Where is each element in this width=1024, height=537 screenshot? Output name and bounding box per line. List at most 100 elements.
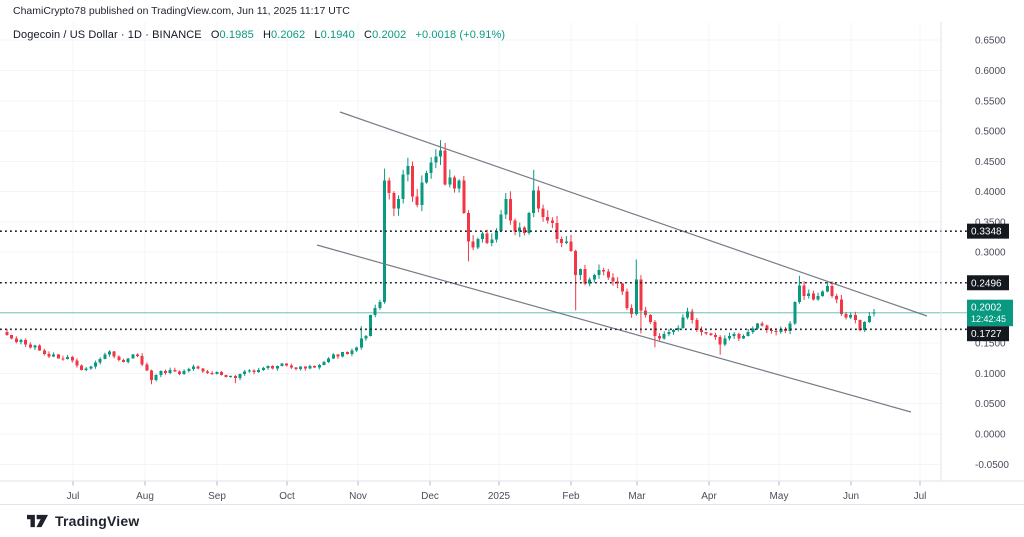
price-level-badge-value: 0.1727 (971, 329, 1002, 340)
candle-down (625, 291, 629, 308)
candle-down (513, 220, 517, 232)
candle-down (411, 166, 415, 197)
candle-down (835, 295, 839, 300)
candle-up (816, 295, 820, 300)
candle-down (583, 269, 587, 284)
candle-up (373, 307, 377, 316)
candle-up (807, 293, 811, 296)
candle-down (219, 372, 223, 376)
candle-down (774, 330, 778, 333)
candle-down (630, 307, 634, 315)
candle-down (466, 212, 470, 242)
candle-down (602, 269, 606, 272)
candle-up (103, 354, 107, 359)
candle-up (672, 329, 676, 333)
time-axis-label: Aug (136, 491, 154, 502)
candle-down (508, 198, 512, 221)
candle-up (215, 372, 219, 375)
price-tick-label: 0.3500 (975, 217, 1006, 228)
candle-down (80, 365, 84, 370)
candle-down (150, 370, 153, 381)
candle-down (173, 369, 177, 372)
price-tick-label: 0.4000 (975, 187, 1006, 198)
candle-down (271, 366, 275, 369)
ohlc-low: L0.1940 (314, 29, 354, 41)
price-tick-label: 0.5500 (975, 96, 1006, 107)
candle-down (606, 271, 610, 278)
candle-up (52, 354, 56, 357)
candle-up (420, 182, 424, 205)
candle-up (457, 180, 461, 189)
candle-up (94, 362, 98, 367)
candle-up (108, 351, 112, 355)
candle-down (541, 208, 545, 218)
tradingview-logo-icon[interactable] (27, 514, 48, 528)
candle-down (313, 366, 317, 368)
time-axis-label: Sep (208, 491, 226, 502)
candle-up (243, 371, 247, 375)
candle-down (536, 190, 540, 209)
candle-up (634, 279, 638, 315)
candle-down (620, 283, 624, 292)
chart-plot-area[interactable] (0, 22, 941, 481)
candle-down (303, 366, 307, 369)
candle-down (233, 375, 237, 379)
candle-down (700, 329, 704, 333)
candle-up (238, 374, 242, 379)
candle-down (555, 223, 559, 239)
candle-down (5, 332, 9, 336)
candle-up (257, 369, 261, 373)
candle-up (331, 354, 335, 359)
candle-up (126, 358, 130, 362)
candle-up (849, 315, 853, 318)
time-axis-label: 2025 (488, 491, 511, 502)
candle-up (299, 366, 303, 370)
candle-down (443, 150, 447, 185)
candle-up (266, 366, 270, 368)
candle-up (247, 370, 251, 372)
candle-up (723, 338, 727, 345)
candle-down (858, 320, 862, 330)
brand-name[interactable]: TradingView (55, 513, 140, 529)
price-tick-label: -0.0500 (975, 460, 1009, 471)
price-tick-label: 0.0500 (975, 399, 1006, 410)
candle-up (322, 361, 326, 365)
chart-legend: Dogecoin / US Dollar · 1D · BINANCE O0.1… (13, 29, 505, 41)
candle-up (490, 239, 494, 244)
candle-up (131, 354, 135, 359)
candle-up (154, 375, 158, 381)
candle-up (308, 366, 312, 369)
candle-up (84, 368, 88, 370)
chart-canvas[interactable]: 0.6500 0.6000 0.5500 0.5000 0.4500 0.4000 0.35… (0, 22, 1024, 505)
candle-down (830, 286, 834, 296)
candle-up (662, 334, 666, 339)
candle-up (788, 323, 792, 331)
time-axis-label: Nov (349, 491, 367, 502)
attribution-bar: ChamiCrypto78 published on TradingView.c… (0, 0, 1024, 22)
candle-up (66, 357, 70, 359)
candle-down (765, 325, 769, 330)
candle-up (229, 375, 233, 378)
candle-up (317, 364, 321, 368)
candle-down (112, 351, 116, 357)
candle-up (741, 335, 745, 339)
candle-down (392, 192, 396, 209)
candle-down (653, 321, 657, 336)
ohlc-open-value: 0.1985 (219, 29, 254, 41)
price-level-badge-value: 0.3348 (971, 227, 1002, 238)
trendline[interactable] (316, 244, 912, 413)
chart-container[interactable]: 0.6500 0.6000 0.5500 0.5000 0.4500 0.4000 0.35… (0, 22, 1024, 505)
candle-up (578, 269, 582, 276)
trendline[interactable] (339, 111, 928, 317)
symbol-title: Dogecoin / US Dollar · 1D · BINANCE (13, 29, 202, 41)
candle-down (704, 332, 708, 334)
candle-down (28, 344, 32, 348)
candle-down (522, 227, 526, 233)
candle-up (532, 190, 536, 213)
current-price-badge-value: 0.2002 (971, 303, 1002, 314)
candle-up (676, 327, 680, 330)
candle-up (564, 241, 568, 244)
candle-down (546, 217, 550, 221)
time-axis-label: Jun (843, 491, 859, 502)
ohlc-high-value: 0.2062 (271, 29, 306, 41)
